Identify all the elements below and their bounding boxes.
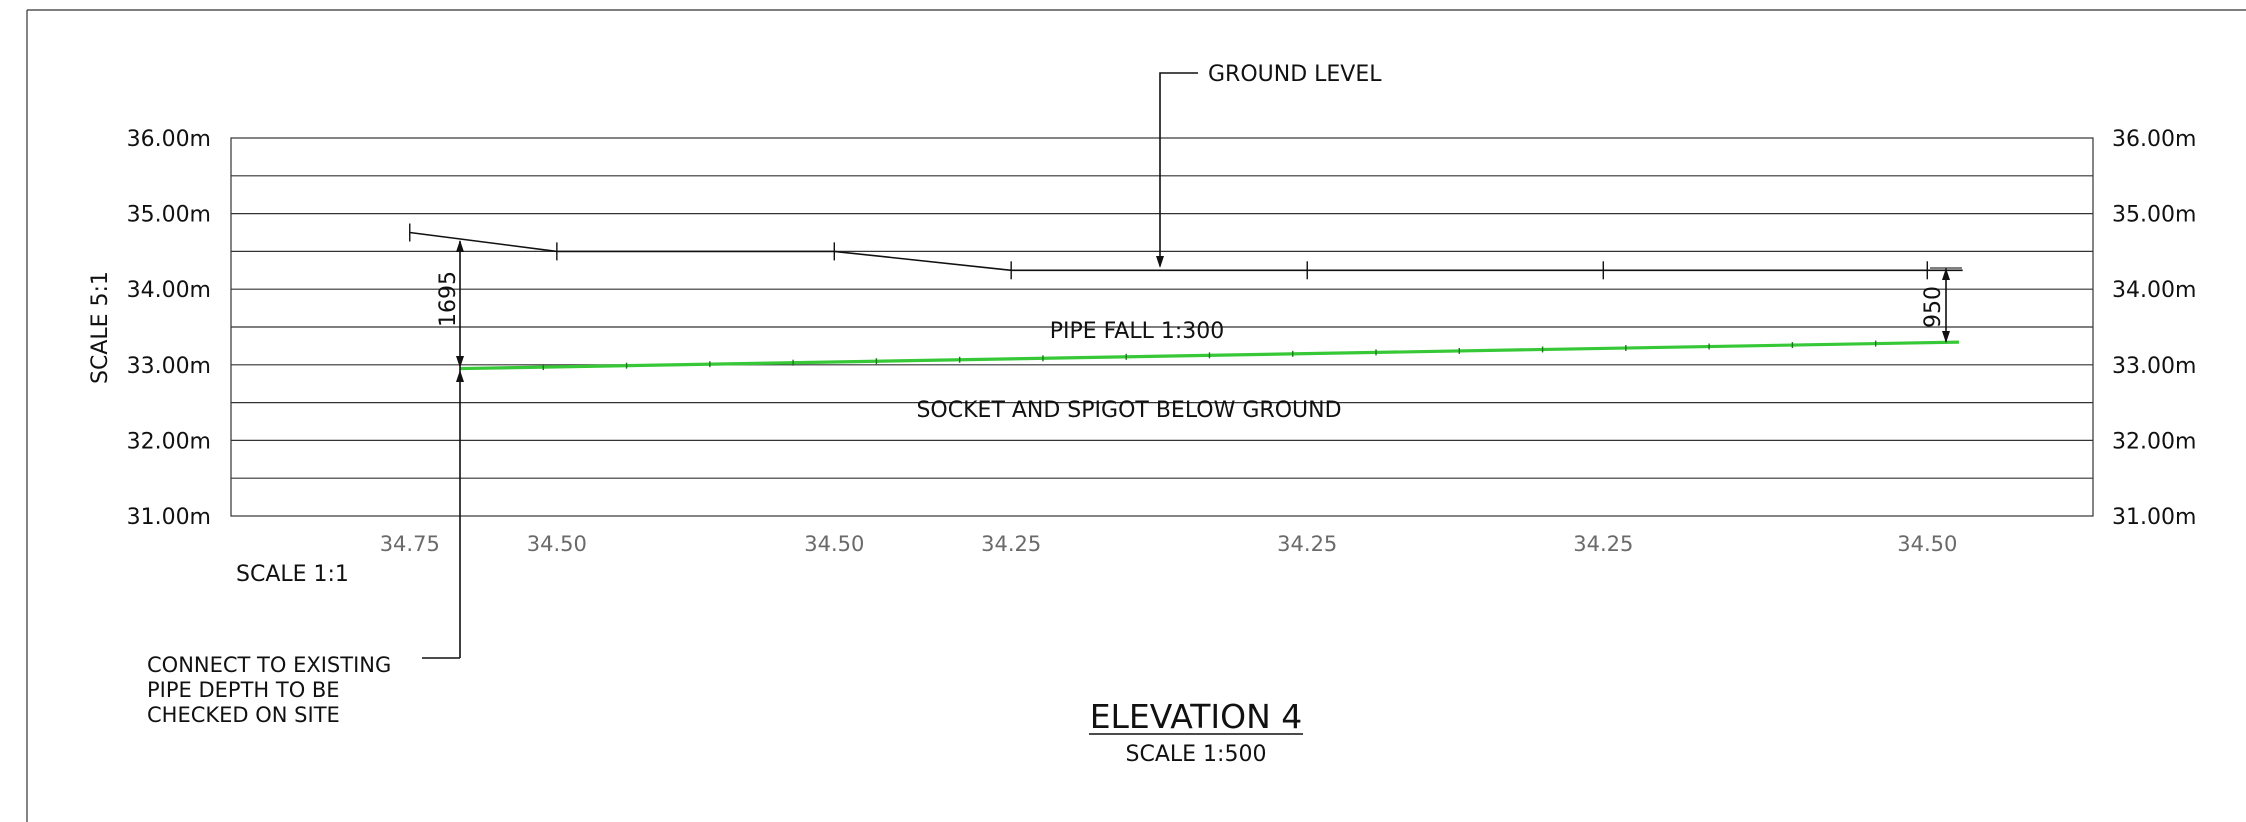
y-tick-label-right: 32.00m	[2112, 429, 2196, 454]
x-tick-label: 34.25	[981, 532, 1041, 556]
connect-note-line-2: PIPE DEPTH TO BE	[147, 678, 340, 702]
depth-start-label: 1695	[436, 271, 461, 327]
ground-level-arrowhead	[1156, 256, 1164, 268]
ground-level-series	[409, 223, 1963, 280]
vertical-scale-label: SCALE 5:1	[88, 271, 113, 384]
y-tick-label-left: 36.00m	[127, 127, 211, 152]
y-axis-left: 36.00m 35.00m 34.00m 33.00m 32.00m 31.00m	[127, 127, 211, 530]
y-tick-label-left: 35.00m	[127, 203, 211, 228]
depth-end-label: 950	[1921, 286, 1946, 328]
x-tick-label: 34.25	[1277, 532, 1337, 556]
y-tick-label-left: 33.00m	[127, 354, 211, 379]
x-tick-label: 34.50	[804, 532, 864, 556]
depth-dimension-end	[1930, 267, 1962, 343]
y-axis-right: 36.00m 35.00m 34.00m 33.00m 32.00m 31.00m	[2112, 127, 2196, 530]
x-tick-label: 34.50	[527, 532, 587, 556]
y-tick-label-right: 33.00m	[2112, 354, 2196, 379]
elevation-grid	[230, 137, 2094, 517]
connect-note-line-3: CHECKED ON SITE	[147, 703, 340, 727]
elevation-title: ELEVATION 4	[1090, 697, 1303, 736]
y-tick-label-right: 31.00m	[2112, 505, 2196, 530]
socket-spigot-label: SOCKET AND SPIGOT BELOW GROUND	[916, 398, 1341, 423]
y-tick-label-right: 36.00m	[2112, 127, 2196, 152]
x-tick-label: 34.75	[380, 532, 440, 556]
x-tick-label: 34.25	[1573, 532, 1633, 556]
connect-note-line-1: CONNECT TO EXISTING	[147, 653, 391, 677]
x-tick-label: 34.50	[1897, 532, 1957, 556]
pipe-series	[459, 340, 1959, 371]
y-tick-label-left: 34.00m	[127, 278, 211, 303]
depth-dimension-start	[422, 240, 464, 659]
y-tick-label-left: 32.00m	[127, 429, 211, 454]
title-scale: SCALE 1:500	[1126, 742, 1267, 767]
horizontal-scale-label: SCALE 1:1	[236, 562, 349, 587]
ground-level-leader	[1159, 72, 1198, 266]
x-axis-labels: 34.75 34.50 34.50 34.25 34.25 34.25 34.50	[380, 532, 1958, 556]
y-tick-label-left: 31.00m	[127, 505, 211, 530]
y-tick-label-right: 34.00m	[2112, 278, 2196, 303]
y-tick-label-right: 35.00m	[2112, 203, 2196, 228]
pipe-fall-label: PIPE FALL 1:300	[1050, 319, 1225, 344]
ground-level-line	[409, 231, 1963, 272]
ground-level-label: GROUND LEVEL	[1208, 62, 1382, 87]
